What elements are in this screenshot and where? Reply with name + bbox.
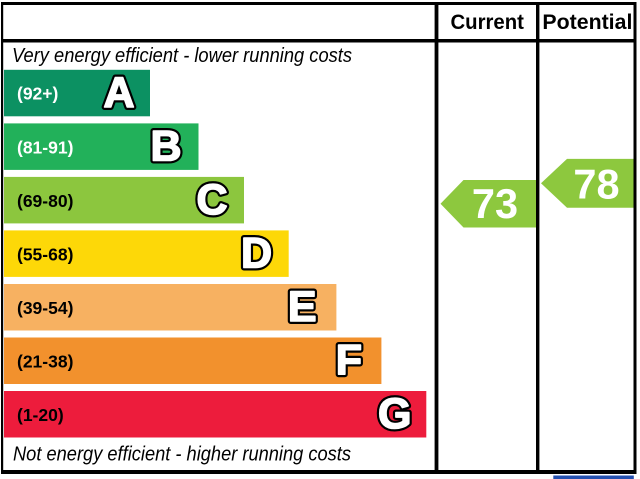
svg-text:F: F [336,336,362,384]
svg-text:B: B [150,122,181,170]
svg-text:F: F [336,336,362,384]
svg-text:Potential: Potential [542,10,632,34]
svg-text:D: D [241,229,272,277]
svg-text:Very energy efficient - lower: Very energy efficient - lower running co… [12,45,352,67]
svg-text:G: G [378,390,411,438]
svg-text:E: E [288,283,317,331]
svg-text:G: G [378,390,411,438]
svg-text:(81-91): (81-91) [17,137,73,157]
svg-text:(69-80): (69-80) [17,191,73,211]
svg-text:Not energy efficient - higher: Not energy efficient - higher running co… [13,444,351,466]
svg-text:D: D [241,229,272,277]
svg-text:B: B [150,122,181,170]
svg-text:E: E [288,283,317,331]
svg-text:(92+): (92+) [17,84,58,104]
svg-text:C: C [196,176,227,224]
svg-text:(55-68): (55-68) [17,244,73,264]
svg-text:A: A [103,69,134,117]
svg-text:(39-54): (39-54) [17,298,73,318]
svg-text:A: A [103,69,134,117]
svg-text:Current: Current [450,10,524,34]
svg-text:78: 78 [573,161,619,208]
svg-text:C: C [196,176,227,224]
svg-text:(21-38): (21-38) [17,351,73,371]
svg-text:(1-20): (1-20) [17,405,64,425]
svg-text:73: 73 [472,180,518,227]
